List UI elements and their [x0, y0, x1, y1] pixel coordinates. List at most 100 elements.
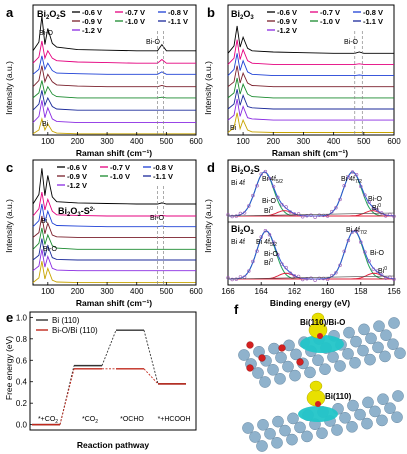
xps-point-1	[301, 277, 305, 282]
legend-label-b-3: -0.9 V	[277, 17, 297, 26]
bi-o-right-label-c: Bi-O	[150, 215, 165, 222]
x-tick-label-b-2: 300	[297, 137, 311, 146]
xps-point-0	[271, 184, 276, 189]
plot-frame-c	[32, 159, 197, 286]
x-tick-label-d-5: 156	[387, 287, 401, 296]
x-tick-label-b-3: 400	[327, 137, 341, 146]
xps-point-1	[371, 267, 375, 271]
atom-top	[268, 342, 280, 355]
xps-point-0	[354, 173, 359, 177]
x-tick-label-c-3: 400	[130, 287, 144, 296]
series-line-a-4	[32, 80, 196, 99]
atom-top	[319, 363, 331, 376]
xps-point-0	[247, 204, 251, 208]
legend-label-b-4: -1.0 V	[320, 17, 340, 26]
series-line-c-4	[32, 227, 196, 250]
atom-top	[350, 335, 362, 348]
series-line-c-6	[32, 249, 196, 272]
series-line-b-5	[227, 89, 394, 110]
panel-a: a Intensity (a.u.) 100 200 300 400 500 600 Ra…	[4, 4, 203, 158]
atom-bot	[377, 393, 389, 406]
series-group-a	[32, 16, 196, 135]
series-line-c-1	[32, 192, 196, 217]
xps-label-1-0: Bi 4f5/2	[256, 239, 277, 248]
atom-top	[304, 366, 316, 379]
x-tick-label-d-1: 164	[255, 287, 269, 296]
panel-letter-c: c	[6, 160, 13, 175]
atom-bot	[242, 422, 254, 434]
atom-bot	[331, 424, 343, 436]
xps-point-1	[363, 250, 367, 254]
xps-point-0	[238, 211, 243, 216]
atom-top	[282, 360, 294, 373]
x-tick-label-a-0: 100	[41, 137, 55, 146]
legend-label-c-2: -0.8 V	[153, 163, 173, 172]
series-line-a-3	[32, 65, 196, 88]
xps-point-0	[338, 197, 342, 202]
legend-label-b-6: -1.2 V	[277, 26, 297, 35]
atom-top	[274, 372, 286, 385]
xps-label-1-1: Bi 4f7/2	[346, 227, 367, 236]
series-line-b-1	[227, 39, 394, 65]
xps-point-0	[255, 184, 259, 188]
step-label-1: *CO2	[82, 416, 98, 425]
xps-point-1	[350, 230, 355, 234]
xps-point-1	[375, 269, 380, 273]
atom-top	[327, 351, 339, 363]
xps-label-0-0: Bi 4f5/2	[262, 176, 283, 185]
x-tick-label-b-5: 600	[387, 137, 401, 146]
x-tick-label-d-3: 160	[321, 287, 335, 296]
series-line-b-3	[227, 65, 394, 88]
xps-point-0	[242, 211, 247, 215]
xps-point-0	[284, 205, 288, 209]
atom-bot	[369, 405, 381, 418]
x-tick-label-b-0: 100	[236, 137, 250, 146]
xps-point-0	[280, 203, 284, 207]
atom-top	[364, 353, 376, 366]
ylabel-e: Free energy (eV)	[4, 336, 14, 400]
series-line-b-7	[227, 112, 394, 133]
atom-top	[343, 326, 355, 339]
atom-bot	[346, 420, 358, 433]
xps-point-0	[309, 213, 313, 217]
atom-bot	[272, 415, 284, 428]
xps-point-1	[325, 277, 330, 282]
legend-label-a-4: -1.0 V	[125, 17, 145, 26]
atom-top	[372, 341, 384, 354]
panel-f: f Bi(110)/Bi-O Bi(110)	[234, 302, 406, 452]
xps-point-0	[226, 213, 230, 217]
xps-point-1	[255, 249, 259, 253]
atom-top	[342, 347, 354, 360]
energy-connector-0-0	[59, 365, 75, 425]
xps-point-0	[292, 212, 297, 216]
atom-top	[379, 350, 391, 363]
series-line-a-1	[32, 40, 196, 64]
panel-d: d Intensity (a.u.) 166 164 162 160 158 156 Bi…	[203, 159, 401, 308]
bi-o-left-label-a: Bi-O	[39, 30, 54, 37]
series-line-c-3	[32, 215, 196, 238]
x-tick-label-a-1: 200	[71, 137, 85, 146]
bi-label-b: Bi	[230, 125, 237, 132]
series-line-b-4	[227, 77, 394, 99]
plot-frame-e	[29, 311, 197, 431]
legend-e: Bi (110)Bi-O/Bi (110)	[36, 316, 98, 335]
xps-point-1	[280, 262, 284, 266]
xps-point-1	[384, 276, 388, 280]
xps-point-1	[271, 240, 276, 244]
xps-baseline-1	[227, 275, 395, 280]
xps-bottom-curves	[226, 229, 396, 282]
xps-envelope-1	[228, 230, 395, 280]
atom-top	[259, 376, 271, 388]
x-ticks-d: 166 164 162 160 158 156	[221, 282, 401, 296]
xps-point-1	[317, 276, 321, 280]
legend-label-c-4: -1.0 V	[110, 172, 130, 181]
plot-frame-a	[32, 4, 197, 136]
oxygen-atom	[246, 364, 254, 372]
xps-label-1-6: Bi0	[378, 266, 387, 275]
step-label-0: *+CO2	[38, 416, 58, 425]
charge-depletion-lobe	[298, 406, 338, 422]
atom-bot	[294, 421, 306, 434]
atom-bot	[264, 427, 276, 440]
xps-point-0	[263, 169, 268, 174]
